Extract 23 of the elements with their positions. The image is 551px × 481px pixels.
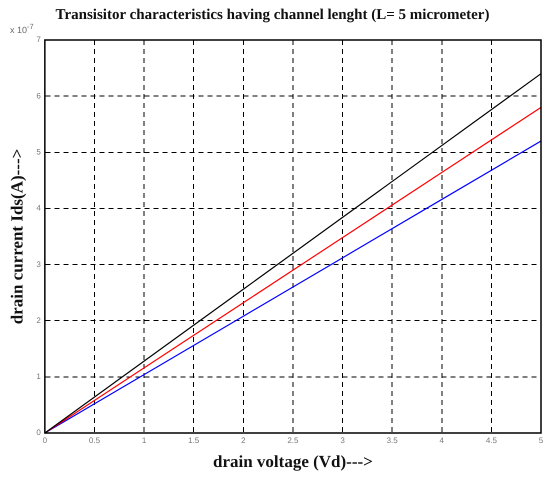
x-tick-label: 1 [142, 436, 147, 446]
y-axis-title: drain current Ids(A)---> [8, 148, 27, 324]
x-tick-label: 1.5 [188, 436, 200, 446]
x-tick-label: 2 [241, 436, 246, 446]
text: x 10$^{-7}$ [10, 22, 34, 35]
x-tick-label: 3.5 [386, 436, 398, 446]
y-tick-label: 3 [36, 260, 42, 269]
chart-title: Transisitor characteristics having channel lenght (L= 5 micrometer) [56, 6, 490, 23]
x-tick-label: 0 [42, 436, 48, 446]
x-tick-label: 4.5 [486, 436, 498, 446]
y-tick-label: 0 [36, 428, 42, 438]
x-axis-title: drain voltage (Vd)---> [213, 452, 373, 472]
x-tick-label: 2.5 [287, 436, 300, 446]
x-tick-label: 0.5 [88, 436, 101, 446]
y-tick-label: 5 [36, 147, 42, 156]
y-tick-label: 4 [36, 204, 42, 213]
x-tick-label: 3 [340, 436, 346, 446]
x-tick-label: 5 [538, 436, 544, 446]
y-tick-label: 7 [36, 35, 42, 44]
y-tick-label: 2 [36, 316, 42, 325]
y-tick-label: 1 [36, 372, 42, 382]
y-tick-label: 6 [36, 91, 42, 100]
x-tick-label: 4 [440, 436, 445, 446]
